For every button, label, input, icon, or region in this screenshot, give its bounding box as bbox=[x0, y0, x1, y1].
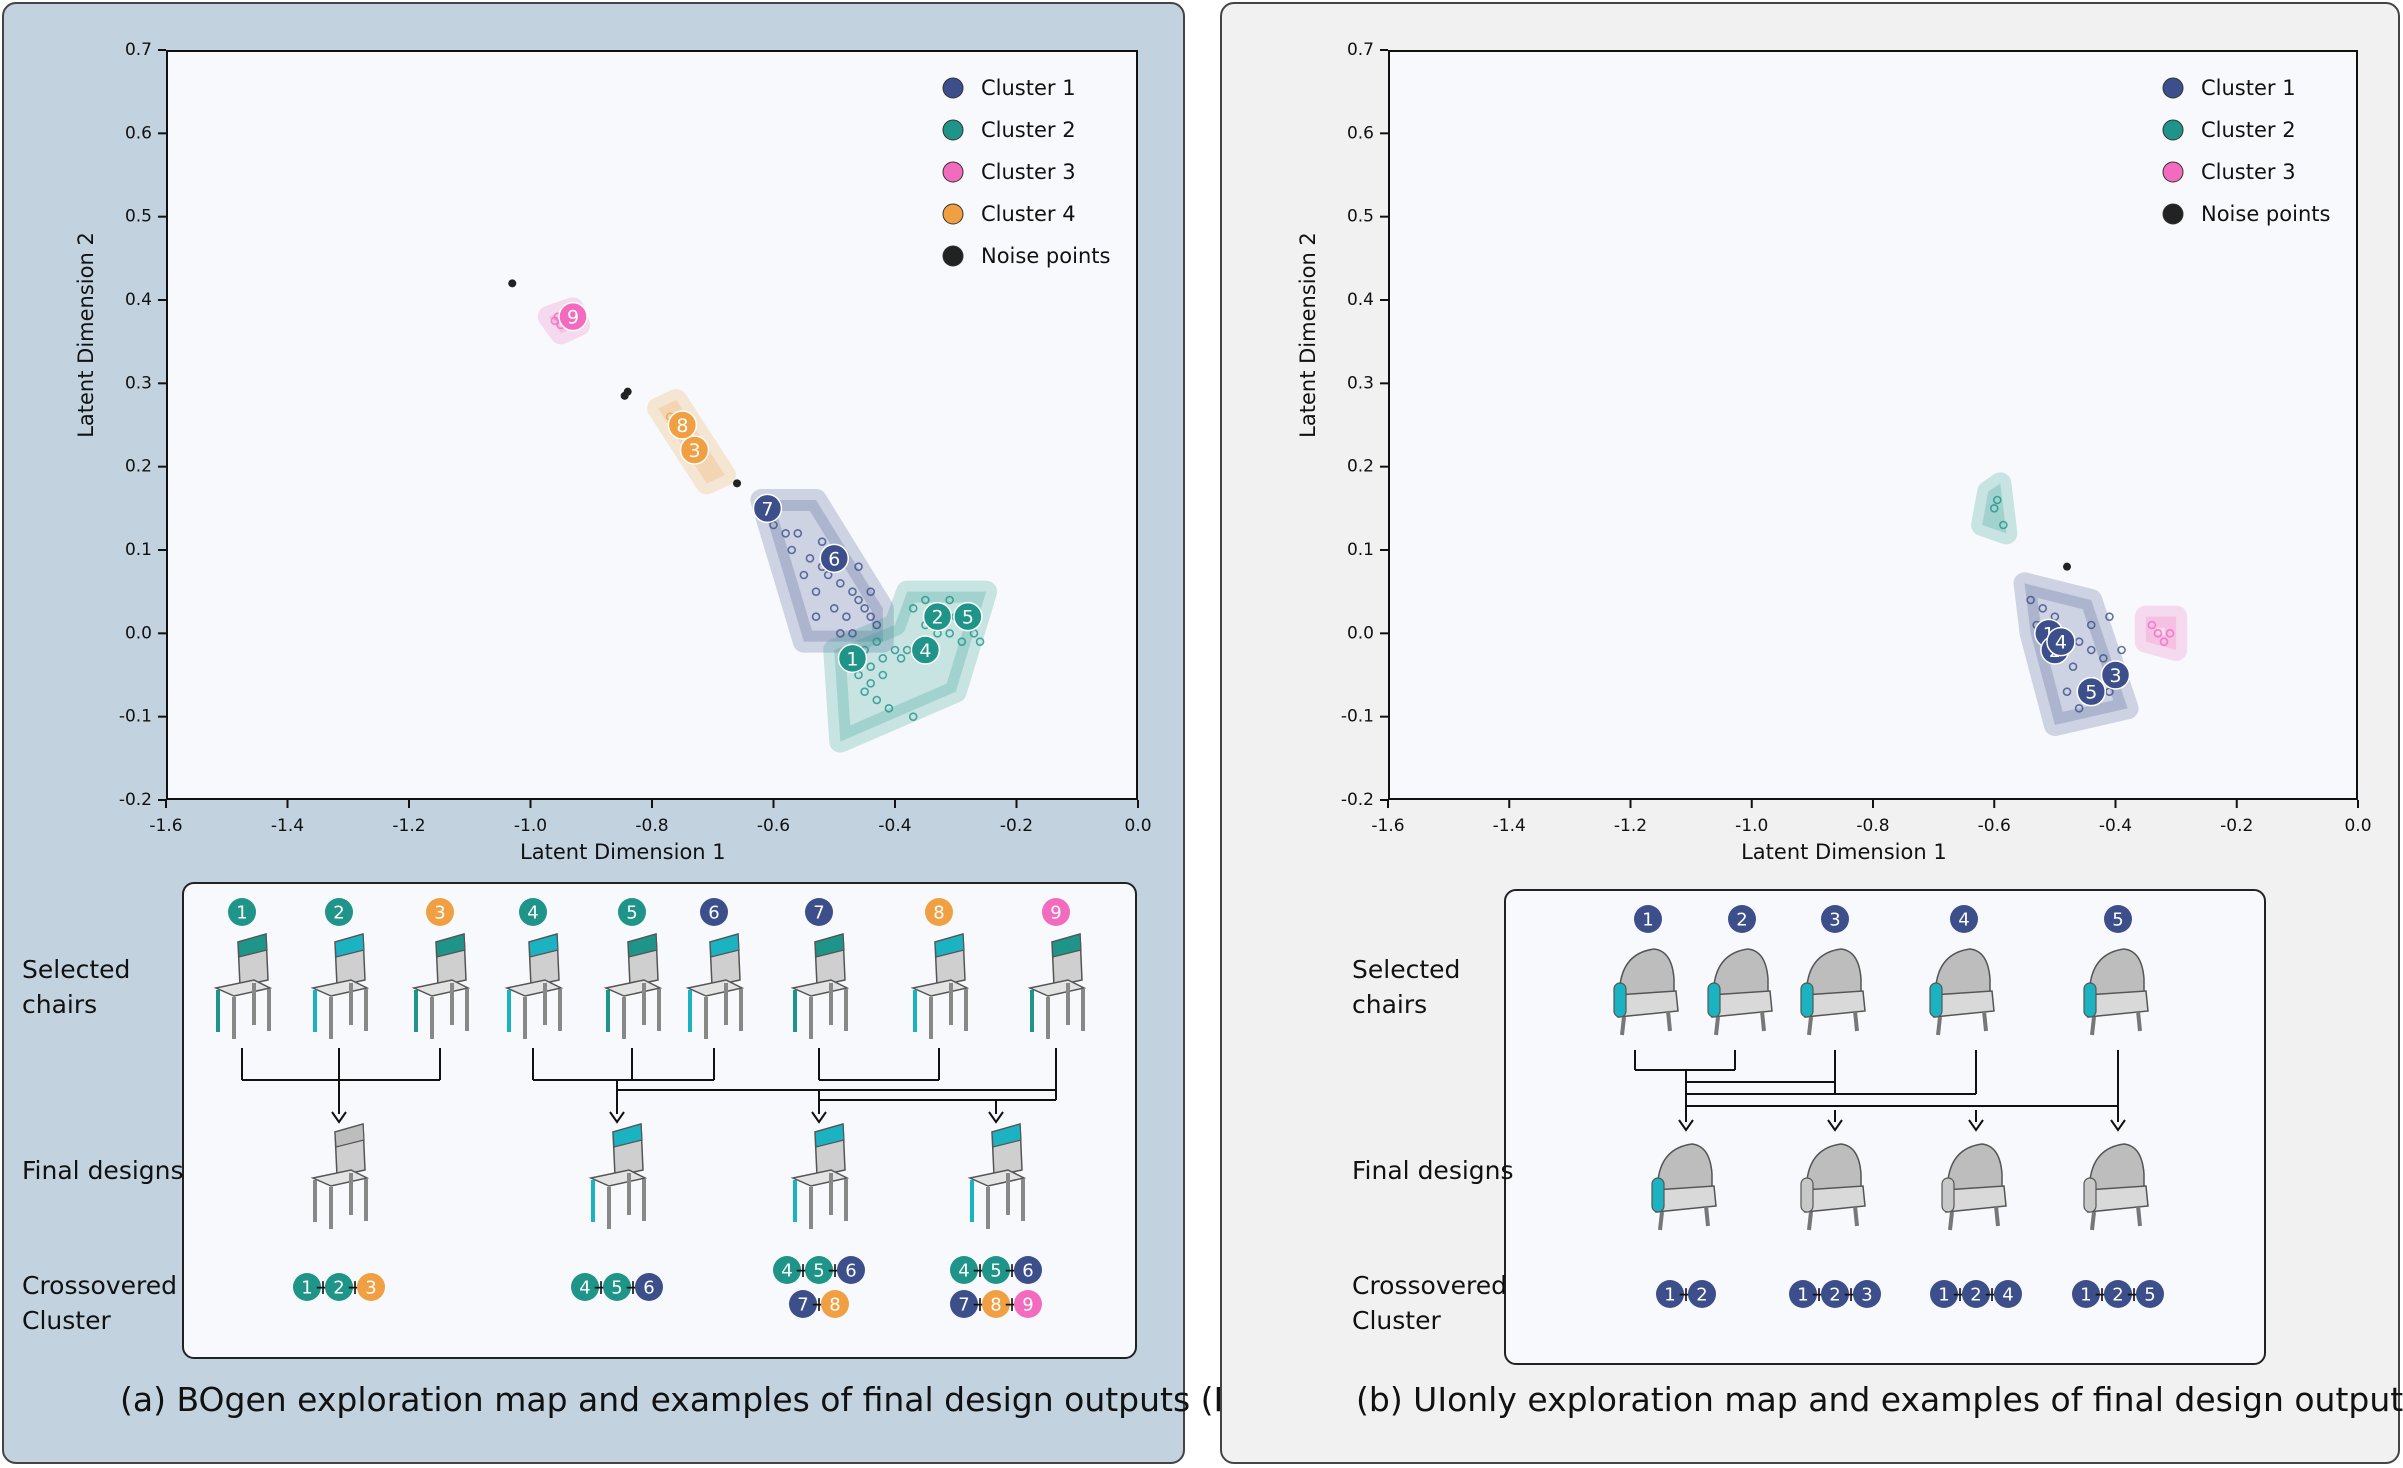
row-label-final-b: Final designs bbox=[1352, 1156, 1514, 1185]
caption-bogen: (a) BOgen exploration map and examples o… bbox=[120, 1380, 1268, 1419]
design-examples-box-uionly bbox=[1504, 889, 2266, 1365]
row-label-crossovered: Crossovered Cluster bbox=[22, 1271, 177, 1335]
row-label-final: Final designs bbox=[22, 1156, 184, 1185]
caption-uionly: (b) UIonly exploration map and examples … bbox=[1356, 1380, 2403, 1419]
row-label-selected: Selected chairs bbox=[22, 955, 131, 1019]
scatter-plot-bogen bbox=[166, 50, 1138, 800]
design-examples-box-bogen bbox=[182, 882, 1137, 1359]
row-label-crossovered-b: Crossovered Cluster bbox=[1352, 1271, 1507, 1335]
scatter-plot-uionly bbox=[1388, 50, 2358, 800]
row-label-selected-b: Selected chairs bbox=[1352, 955, 1461, 1019]
